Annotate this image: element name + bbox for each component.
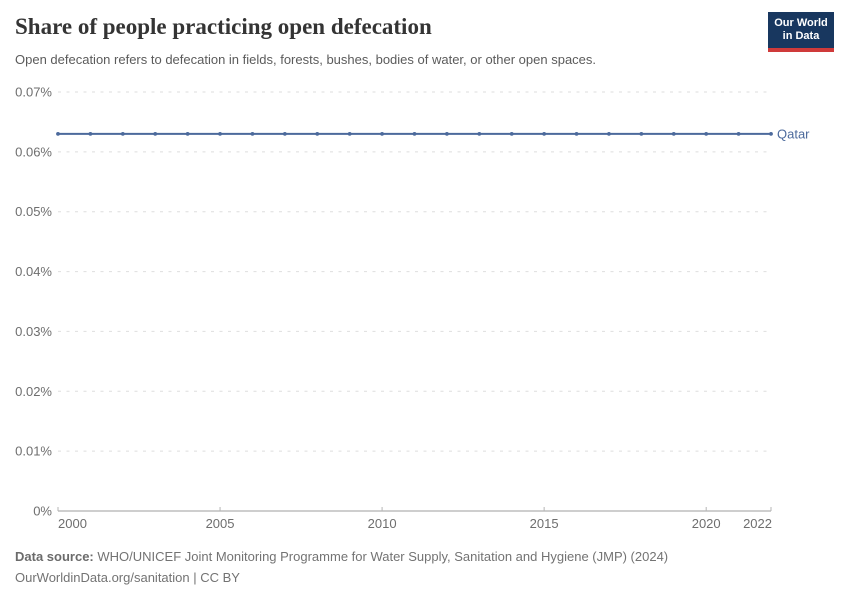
series-point-qatar[interactable] <box>250 132 255 136</box>
series-point-qatar[interactable] <box>769 132 773 136</box>
chart-area: 0% 0.01% 0.02% 0.03% 0.04% 0.05% 0.06% 0.07% 200… <box>0 80 850 540</box>
owid-logo[interactable]: Our World in Data <box>768 12 834 52</box>
y-axis-tick-label: 0.03% <box>15 324 52 339</box>
series-point-qatar[interactable] <box>88 132 93 136</box>
series-point-qatar[interactable] <box>671 132 676 136</box>
series-point-qatar[interactable] <box>574 132 579 136</box>
chart-title: Share of people practicing open defecati… <box>15 14 432 39</box>
series-point-qatar[interactable] <box>477 132 482 136</box>
y-axis-tick-label: 0.07% <box>15 85 52 100</box>
chart-footer: Data source: WHO/UNICEF Joint Monitoring… <box>15 546 668 588</box>
x-axis-tick-label: 2000 <box>58 516 87 531</box>
series-point-qatar[interactable] <box>704 132 709 136</box>
y-axis-tick-label: 0.02% <box>15 384 52 399</box>
series-point-qatar[interactable] <box>445 132 449 136</box>
owid-logo-line2: in Data <box>782 30 820 42</box>
series-point-qatar[interactable] <box>509 132 514 136</box>
y-axis-tick-label: 0.01% <box>15 444 52 459</box>
series-point-qatar[interactable] <box>315 132 320 136</box>
series-point-qatar[interactable] <box>639 132 644 136</box>
series-point-qatar[interactable] <box>56 132 60 136</box>
series-point-qatar[interactable] <box>218 132 222 136</box>
series-point-qatar[interactable] <box>153 132 158 136</box>
data-source-line: Data source: WHO/UNICEF Joint Monitoring… <box>15 546 668 567</box>
series-point-qatar[interactable] <box>607 132 611 136</box>
line-chart-svg: 0% 0.01% 0.02% 0.03% 0.04% 0.05% 0.06% 0.07% 200… <box>15 85 810 532</box>
y-axis-tick-label: 0% <box>33 504 52 519</box>
y-axis-tick-label: 0.05% <box>15 204 52 219</box>
x-axis-tick-label: 2020 <box>692 516 721 531</box>
series-point-qatar[interactable] <box>542 132 547 136</box>
data-source-label: Data source: <box>15 549 94 564</box>
series-point-qatar[interactable] <box>347 132 352 136</box>
x-axis-tick-label: 2005 <box>206 516 235 531</box>
owid-logo-line1: Our World <box>774 17 828 29</box>
data-source-text: WHO/UNICEF Joint Monitoring Programme fo… <box>97 549 669 564</box>
license-line: OurWorldinData.org/sanitation | CC BY <box>15 570 240 585</box>
series-point-qatar[interactable] <box>185 132 190 136</box>
y-axis-tick-label: 0.06% <box>15 144 52 159</box>
x-axis-tick-label: 2022 <box>743 516 772 531</box>
series-point-qatar[interactable] <box>120 132 125 136</box>
chart-subtitle: Open defecation refers to defecation in … <box>15 52 597 67</box>
series-point-qatar[interactable] <box>736 132 741 136</box>
series-label-qatar[interactable]: Qatar <box>777 126 810 141</box>
series-point-qatar[interactable] <box>412 132 417 136</box>
series-point-qatar[interactable] <box>282 132 287 136</box>
series-point-qatar[interactable] <box>380 132 384 136</box>
x-axis-tick-label: 2010 <box>368 516 397 531</box>
y-axis-tick-label: 0.04% <box>15 264 52 279</box>
x-axis-tick-label: 2015 <box>530 516 559 531</box>
